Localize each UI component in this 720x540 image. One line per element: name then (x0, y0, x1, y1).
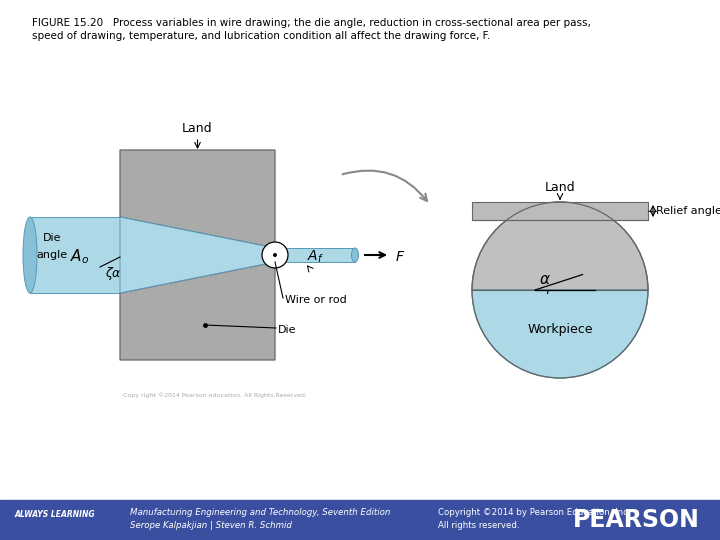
Text: PEARSON: PEARSON (573, 508, 700, 532)
Polygon shape (120, 217, 275, 293)
Bar (275, 248, 355, 262)
Ellipse shape (351, 248, 359, 262)
Text: Relief angle: Relief angle (656, 206, 720, 216)
Text: $\zeta\alpha$: $\zeta\alpha$ (105, 265, 122, 281)
Ellipse shape (23, 217, 37, 293)
Text: $A_f$: $A_f$ (307, 249, 323, 265)
Text: Copy right ©2014 Pearson education. All Rights Reserved.: Copy right ©2014 Pearson education. All … (123, 392, 307, 398)
Wedge shape (472, 202, 648, 290)
Text: $A_o$: $A_o$ (71, 248, 89, 266)
Text: $\alpha$: $\alpha$ (539, 273, 551, 287)
Bar (0, 500, 720, 540)
Text: Wire or rod: Wire or rod (285, 295, 347, 305)
Polygon shape (120, 262, 275, 360)
Text: Land: Land (545, 181, 575, 194)
Text: All rights reserved.: All rights reserved. (438, 521, 520, 530)
Text: speed of drawing, temperature, and lubrication condition all affect the drawing : speed of drawing, temperature, and lubri… (32, 31, 490, 41)
Text: $F$: $F$ (395, 250, 405, 264)
Polygon shape (120, 150, 275, 248)
Bar (30, 217, 120, 293)
Text: Die: Die (278, 325, 297, 335)
FancyArrowPatch shape (343, 171, 427, 201)
Bar (472, 202, 648, 220)
Text: Serope Kalpakjian | Steven R. Schmid: Serope Kalpakjian | Steven R. Schmid (130, 521, 292, 530)
Text: Manufacturing Engineering and Technology, Seventh Edition: Manufacturing Engineering and Technology… (130, 508, 390, 517)
Wedge shape (472, 290, 648, 378)
Text: Land: Land (182, 122, 213, 135)
Text: Die: Die (42, 233, 61, 243)
Circle shape (273, 253, 277, 257)
Text: FIGURE 15.20   Process variables in wire drawing; the die angle, reduction in cr: FIGURE 15.20 Process variables in wire d… (32, 18, 591, 28)
Text: ALWAYS LEARNING: ALWAYS LEARNING (15, 510, 96, 519)
Circle shape (262, 242, 288, 268)
Text: angle: angle (37, 250, 68, 260)
Text: Copyright ©2014 by Pearson Education, Inc.: Copyright ©2014 by Pearson Education, In… (438, 508, 631, 517)
Text: Workpiece: Workpiece (527, 323, 593, 336)
